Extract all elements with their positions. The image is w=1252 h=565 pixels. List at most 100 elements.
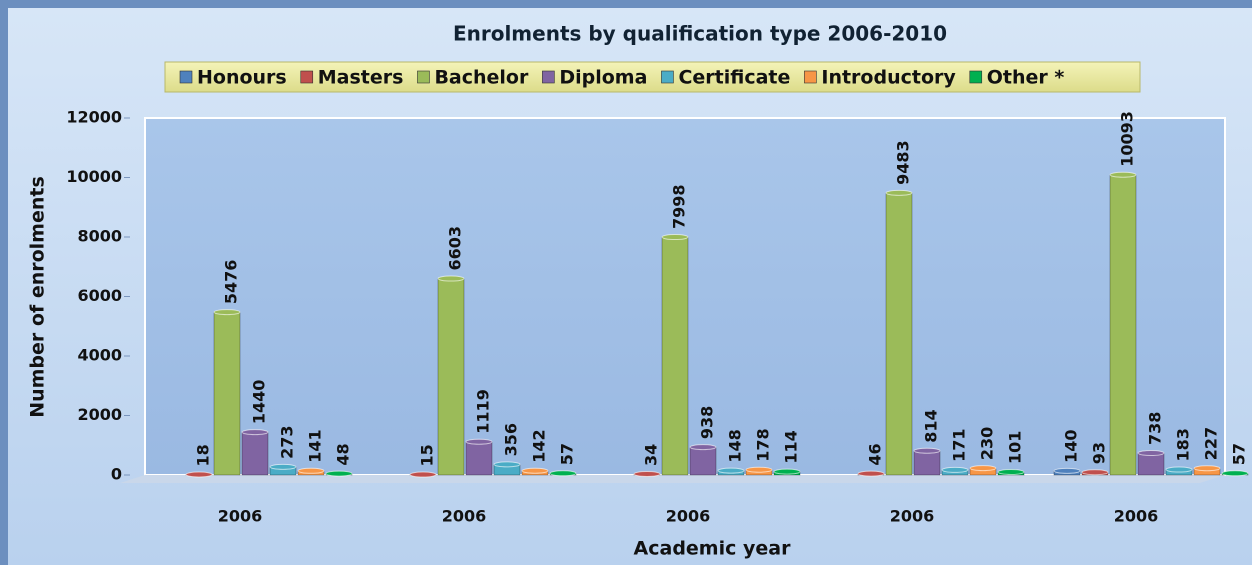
- bar-top: [213, 309, 241, 316]
- bar-top: [1193, 465, 1221, 472]
- bar-top: [969, 465, 997, 472]
- x-axis-title: Academic year: [634, 538, 792, 560]
- data-label: 142: [530, 429, 549, 462]
- bar-top: [773, 468, 801, 475]
- bar: [437, 278, 465, 476]
- bar-top: [269, 463, 297, 470]
- bar-top: [1081, 469, 1109, 476]
- bar-top: [241, 429, 269, 436]
- data-label: 6603: [446, 226, 465, 271]
- bar-top: [1053, 467, 1081, 474]
- bar-top: [297, 467, 325, 474]
- y-axis-title: Number of enrolments: [27, 176, 49, 418]
- data-label: 356: [502, 423, 521, 456]
- legend-label: Honours: [197, 67, 287, 89]
- bar-top: [1165, 466, 1193, 473]
- bar-top: [1109, 171, 1137, 178]
- y-tick-label: 12000: [66, 108, 122, 127]
- data-label: 5476: [222, 260, 241, 305]
- bar-top: [913, 447, 941, 454]
- data-label: 9483: [894, 140, 913, 185]
- data-label: 46: [866, 443, 885, 465]
- x-tick-label: 2006: [1114, 507, 1159, 526]
- bar: [885, 192, 913, 476]
- data-label: 148: [726, 429, 745, 462]
- bar-top: [885, 189, 913, 196]
- legend-swatch: [417, 70, 430, 84]
- y-tick-label: 0: [111, 465, 122, 484]
- bar: [913, 450, 941, 476]
- data-label: 10093: [1118, 111, 1137, 167]
- data-label: 15: [418, 444, 437, 466]
- bar-top: [437, 275, 465, 282]
- data-label: 7998: [670, 185, 689, 230]
- data-label: 34: [642, 444, 661, 466]
- legend-swatch: [804, 70, 817, 84]
- data-label: 57: [558, 443, 577, 465]
- x-tick-label: 2006: [442, 507, 487, 526]
- legend-label: Bachelor: [434, 67, 529, 89]
- data-label: 141: [306, 429, 325, 462]
- bar-top: [549, 470, 577, 477]
- data-label: 140: [1062, 429, 1081, 462]
- legend-label: Masters: [318, 67, 404, 89]
- data-label: 101: [1006, 431, 1025, 464]
- data-label: 178: [754, 428, 773, 461]
- data-label: 57: [1230, 443, 1249, 465]
- bar: [465, 441, 493, 476]
- data-label: 938: [698, 406, 717, 439]
- data-label: 1119: [474, 389, 493, 434]
- bar-top: [325, 470, 353, 477]
- legend-label: Certificate: [678, 67, 790, 89]
- x-tick-label: 2006: [666, 507, 711, 526]
- data-label: 183: [1174, 428, 1193, 461]
- bar: [661, 236, 689, 476]
- bar-top: [857, 470, 885, 477]
- bar-top: [1137, 450, 1165, 457]
- legend-swatch: [661, 70, 674, 84]
- data-label: 18: [194, 444, 213, 466]
- bar-top: [997, 468, 1025, 475]
- bar-top: [633, 470, 661, 477]
- bar-top: [521, 467, 549, 474]
- bar-top: [409, 471, 437, 478]
- legend-swatch: [542, 70, 555, 84]
- bar-top: [1221, 470, 1249, 477]
- legend-swatch: [179, 70, 193, 84]
- y-tick-label: 4000: [77, 346, 122, 365]
- bar-top: [717, 467, 745, 474]
- data-label: 1440: [250, 380, 269, 425]
- data-label: 93: [1090, 442, 1109, 464]
- bar-top: [941, 466, 969, 473]
- data-label: 227: [1202, 427, 1221, 460]
- legend-label: Introductory: [821, 67, 956, 89]
- data-label: 273: [278, 425, 297, 458]
- bar: [1109, 174, 1137, 476]
- legend-label: Other *: [987, 67, 1065, 89]
- bar-top: [465, 438, 493, 445]
- data-label: 48: [334, 443, 353, 465]
- bar-top: [661, 234, 689, 241]
- bar: [213, 311, 241, 476]
- bar: [1137, 452, 1165, 476]
- x-tick-label: 2006: [890, 507, 935, 526]
- data-label: 171: [950, 429, 969, 462]
- legend-label: Diploma: [559, 67, 647, 89]
- bar-top: [493, 461, 521, 468]
- bar: [241, 431, 269, 476]
- data-label: 230: [978, 427, 997, 460]
- chart-title: Enrolments by qualification type 2006-20…: [453, 22, 947, 46]
- legend-swatch: [969, 70, 983, 84]
- bar-top: [745, 466, 773, 473]
- data-label: 738: [1146, 412, 1165, 445]
- data-label: 114: [782, 430, 801, 463]
- y-tick-label: 8000: [77, 227, 122, 246]
- x-tick-label: 2006: [218, 507, 263, 526]
- bar-top: [689, 444, 717, 451]
- y-tick-label: 2000: [77, 405, 122, 424]
- y-tick-label: 6000: [77, 286, 122, 305]
- y-tick-label: 10000: [66, 167, 122, 186]
- floor: [120, 475, 1225, 483]
- legend-swatch: [300, 70, 314, 84]
